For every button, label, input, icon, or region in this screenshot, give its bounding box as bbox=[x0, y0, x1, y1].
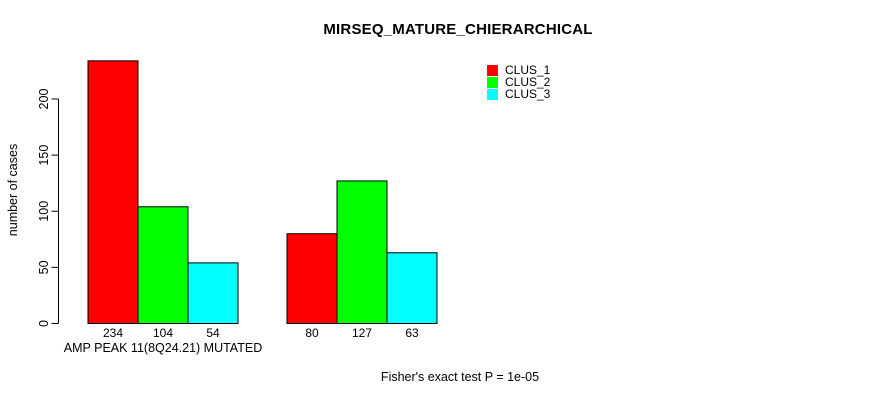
legend-swatch-clus-1 bbox=[487, 64, 498, 76]
legend-swatch-clus-3 bbox=[487, 88, 498, 100]
y-axis-tick-label: 50 bbox=[37, 260, 51, 274]
bar-group2-clus-1 bbox=[286, 233, 338, 324]
legend: CLUS_1 CLUS_2 CLUS_3 bbox=[487, 64, 550, 100]
bar-value-label: 63 bbox=[405, 326, 419, 340]
legend-item: CLUS_2 bbox=[487, 76, 550, 88]
legend-item: CLUS_1 bbox=[487, 64, 550, 76]
bar-value-label: 127 bbox=[352, 326, 372, 340]
x-group-label: AMP PEAK 11(8Q24.21) MUTATED bbox=[63, 341, 263, 355]
y-axis-tick-label: 150 bbox=[37, 145, 51, 166]
bar-group1-clus-2 bbox=[137, 206, 189, 324]
bar-value-label: 234 bbox=[103, 326, 123, 340]
legend-label: CLUS_1 bbox=[505, 63, 551, 77]
y-axis-tick-label: 0 bbox=[37, 320, 51, 327]
legend-item: CLUS_3 bbox=[487, 88, 550, 100]
legend-label: CLUS_3 bbox=[505, 87, 551, 101]
legend-swatch-clus-2 bbox=[487, 76, 498, 88]
legend-label: CLUS_2 bbox=[505, 75, 551, 89]
bar-group1-clus-3 bbox=[187, 262, 239, 325]
stat-annotation: Fisher's exact test P = 1e-05 bbox=[380, 370, 540, 384]
bar-value-label: 80 bbox=[305, 326, 319, 340]
bar-group1-clus-1 bbox=[87, 60, 139, 325]
chart-title: MIRSEQ_MATURE_CHIERARCHICAL bbox=[323, 21, 593, 38]
bar-group2-clus-2 bbox=[336, 180, 388, 324]
y-axis-tick-label: 100 bbox=[37, 201, 51, 222]
y-axis-label: number of cases bbox=[6, 143, 20, 237]
bar-value-label: 104 bbox=[153, 326, 173, 340]
y-axis-tick-label: 200 bbox=[37, 89, 51, 110]
bar-group2-clus-3 bbox=[386, 252, 438, 324]
bar-value-label: 54 bbox=[206, 326, 220, 340]
